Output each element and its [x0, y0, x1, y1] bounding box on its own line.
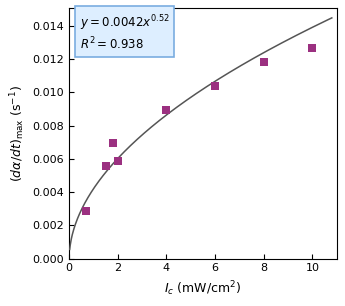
Point [83, 209, 89, 214]
Point [309, 46, 315, 51]
X-axis label: $I_c$ (mW/cm$^2$): $I_c$ (mW/cm$^2$) [164, 279, 242, 298]
Text: $y = 0.0042x^{0.52}$
$R^2 = 0.938$: $y = 0.0042x^{0.52}$ $R^2 = 0.938$ [80, 13, 170, 52]
Point [110, 140, 116, 145]
Point [261, 59, 266, 64]
Point [103, 164, 108, 169]
Point [115, 159, 121, 164]
Y-axis label: $(d\alpha/dt)_{\mathrm{max}}$ (s$^{-1}$): $(d\alpha/dt)_{\mathrm{max}}$ (s$^{-1}$) [8, 85, 27, 182]
Point [164, 107, 169, 112]
Point [212, 84, 218, 89]
